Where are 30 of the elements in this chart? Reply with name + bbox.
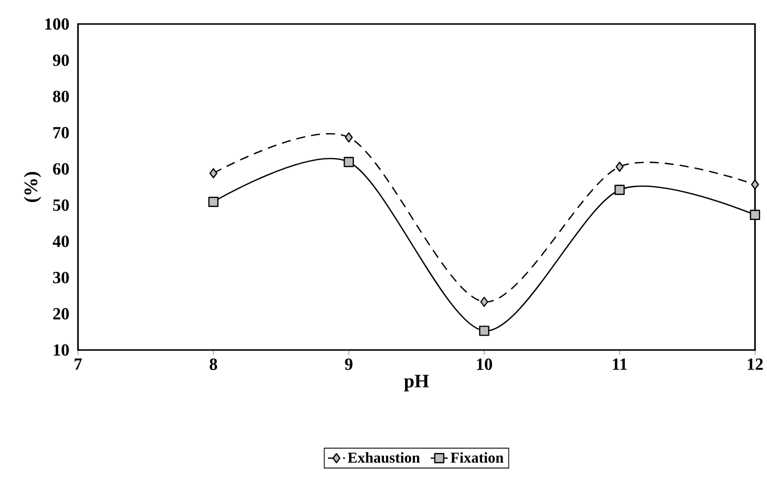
y-tick-label: 20	[53, 308, 69, 320]
y-tick-label: 100	[45, 18, 69, 30]
point	[750, 210, 760, 220]
point	[480, 296, 488, 307]
y-tick-label: 10	[54, 344, 69, 356]
x-tick-label: 11	[612, 358, 627, 370]
point	[751, 179, 759, 190]
x-tick-label: 8	[210, 358, 218, 370]
point	[344, 132, 353, 142]
y-tick-label: 40	[52, 236, 69, 248]
legend-label: Fixation	[450, 452, 504, 463]
x-tick-label: 9	[345, 358, 352, 370]
point	[208, 196, 218, 207]
y-tick-label: 30	[53, 272, 69, 284]
y-tick-label: 70	[53, 126, 69, 138]
y-axis-title: (%)	[24, 172, 42, 202]
point	[479, 326, 490, 336]
point	[344, 156, 354, 168]
x-tick-label: 12	[748, 358, 763, 370]
x-tick-label: 7	[74, 358, 82, 370]
y-tick-label: 50	[53, 199, 69, 211]
x-tick-label: 10	[477, 358, 492, 370]
y-tick-label: 60	[53, 163, 69, 175]
legend-label: Exhaustion	[348, 452, 420, 463]
point	[209, 168, 218, 178]
x-axis-title: pH	[404, 374, 429, 392]
point	[614, 184, 625, 195]
y-tick-label: 80	[53, 90, 69, 102]
point	[616, 162, 624, 172]
y-tick-label: 90	[52, 54, 69, 66]
